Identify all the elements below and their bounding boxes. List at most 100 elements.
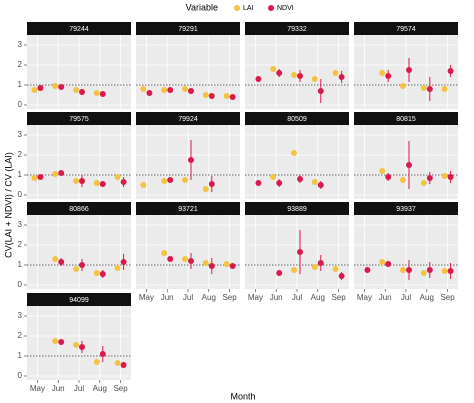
point <box>297 176 303 182</box>
point <box>223 93 230 99</box>
point <box>182 256 188 262</box>
point <box>99 351 106 357</box>
strip-label: 80509 <box>287 116 307 123</box>
point <box>58 170 65 176</box>
point <box>188 88 194 94</box>
point <box>426 175 433 181</box>
strip <box>245 202 349 215</box>
x-tick-label: Jun <box>270 293 283 302</box>
y-tick-label: 1 <box>18 260 23 269</box>
point <box>332 266 339 272</box>
x-axis-label: Month <box>230 391 255 401</box>
point <box>379 259 386 265</box>
y-tick-label: 2 <box>18 240 23 249</box>
y-axis-label: CV(LAI + NDVI) / CV (LAI) <box>3 152 13 258</box>
point <box>400 83 406 89</box>
strip <box>136 202 240 215</box>
legend-label: LAI <box>243 5 254 12</box>
point <box>114 174 121 180</box>
point <box>167 177 174 183</box>
y-tick-label: 2 <box>18 150 23 159</box>
y-tick-label: 0 <box>18 280 23 289</box>
point <box>406 162 412 168</box>
point <box>400 177 406 183</box>
point <box>79 262 85 268</box>
point <box>447 68 454 74</box>
point <box>229 94 236 100</box>
point <box>379 70 386 76</box>
point <box>406 267 412 273</box>
point <box>58 84 65 90</box>
point <box>270 174 277 180</box>
x-tick-label: May <box>30 384 45 393</box>
point <box>140 86 147 92</box>
point <box>52 256 59 262</box>
point <box>223 261 230 267</box>
point <box>420 180 427 186</box>
x-tick-label: Aug <box>93 384 107 393</box>
y-tick-label: 0 <box>18 371 23 380</box>
strip-label: 79291 <box>178 26 198 33</box>
point <box>364 267 371 273</box>
point <box>385 174 392 180</box>
strip <box>354 112 458 125</box>
point <box>385 261 392 267</box>
x-tick-label: May <box>139 293 154 302</box>
point <box>167 87 174 93</box>
point <box>167 256 174 262</box>
point <box>379 168 386 174</box>
point <box>79 344 85 350</box>
strip-label: 93937 <box>396 206 416 213</box>
y-tick-label: 3 <box>18 40 23 49</box>
point <box>73 178 79 184</box>
point <box>255 76 262 82</box>
point <box>291 72 297 78</box>
point <box>146 90 153 96</box>
point <box>140 182 147 188</box>
point <box>161 250 168 256</box>
strip-label: 94099 <box>69 297 89 304</box>
point <box>420 270 427 276</box>
point <box>93 180 100 186</box>
point <box>406 67 412 73</box>
point <box>93 359 100 365</box>
y-tick-label: 1 <box>18 170 23 179</box>
strip-label: 93721 <box>178 206 198 213</box>
y-tick-label: 2 <box>18 60 23 69</box>
point <box>161 87 168 93</box>
strip <box>27 22 131 35</box>
y-tick-label: 3 <box>18 130 23 139</box>
point <box>93 270 100 276</box>
x-tick-label: Aug <box>202 293 216 302</box>
x-tick-label: Jun <box>379 293 392 302</box>
point <box>426 86 433 92</box>
point <box>79 89 85 95</box>
point <box>31 87 38 93</box>
legend-swatch <box>234 5 240 11</box>
strip <box>354 202 458 215</box>
y-tick-label: 0 <box>18 190 23 199</box>
point <box>208 263 215 269</box>
y-tick-label: 0 <box>18 100 23 109</box>
point <box>338 74 345 80</box>
point <box>311 76 318 82</box>
strip <box>27 112 131 125</box>
point <box>114 360 121 366</box>
point <box>120 179 127 185</box>
strip-label: 79575 <box>69 116 89 123</box>
point <box>99 91 106 97</box>
point <box>202 260 209 266</box>
point <box>441 173 448 179</box>
point <box>114 265 121 271</box>
point <box>182 177 188 183</box>
point <box>161 178 168 184</box>
x-tick-label: Jun <box>161 293 174 302</box>
x-tick-label: Sep <box>331 293 346 302</box>
point <box>99 271 106 277</box>
point <box>317 260 324 266</box>
point <box>447 174 454 180</box>
point <box>208 93 215 99</box>
point <box>188 157 194 163</box>
point <box>385 73 392 79</box>
